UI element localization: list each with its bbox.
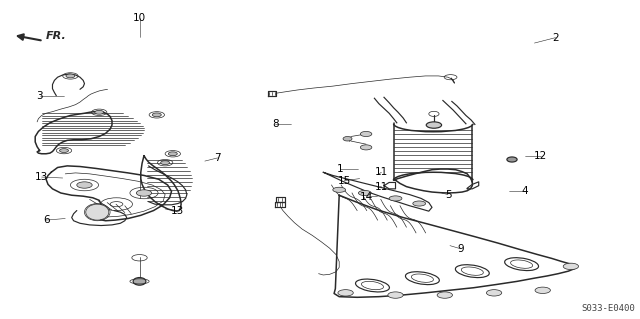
Text: 9: 9: [458, 244, 464, 254]
Ellipse shape: [563, 263, 579, 270]
Ellipse shape: [388, 292, 403, 298]
Text: 5: 5: [445, 189, 451, 200]
Text: 14: 14: [360, 192, 373, 202]
Ellipse shape: [338, 290, 353, 296]
Ellipse shape: [168, 152, 177, 156]
Text: 4: 4: [522, 186, 528, 197]
Ellipse shape: [358, 190, 371, 196]
Ellipse shape: [486, 290, 502, 296]
Text: FR.: FR.: [46, 31, 67, 41]
Ellipse shape: [86, 204, 109, 220]
Ellipse shape: [413, 201, 426, 206]
Ellipse shape: [343, 137, 352, 141]
Ellipse shape: [60, 149, 68, 152]
Ellipse shape: [77, 182, 92, 188]
Text: 10: 10: [133, 12, 146, 23]
Text: 12: 12: [534, 151, 547, 161]
Text: 11: 11: [375, 167, 388, 177]
Text: 1: 1: [337, 164, 344, 174]
Text: 2: 2: [552, 33, 559, 43]
Ellipse shape: [507, 157, 517, 162]
Ellipse shape: [136, 190, 152, 196]
Text: 13: 13: [35, 172, 48, 182]
Text: 8: 8: [272, 119, 278, 130]
Text: 3: 3: [36, 91, 43, 101]
Ellipse shape: [360, 145, 372, 150]
Text: 13: 13: [172, 205, 184, 216]
Ellipse shape: [437, 292, 452, 298]
Text: 6: 6: [43, 215, 49, 225]
Text: 15: 15: [338, 175, 351, 186]
Ellipse shape: [66, 74, 75, 78]
Ellipse shape: [95, 110, 104, 114]
Text: 7: 7: [214, 153, 221, 163]
Ellipse shape: [152, 113, 161, 117]
Text: 11: 11: [375, 182, 388, 192]
Text: S033-E0400: S033-E0400: [581, 304, 635, 313]
Ellipse shape: [161, 161, 170, 165]
Ellipse shape: [535, 287, 550, 293]
Ellipse shape: [360, 131, 372, 137]
Ellipse shape: [133, 278, 146, 285]
Ellipse shape: [426, 122, 442, 128]
Ellipse shape: [333, 187, 346, 192]
Ellipse shape: [389, 196, 402, 201]
